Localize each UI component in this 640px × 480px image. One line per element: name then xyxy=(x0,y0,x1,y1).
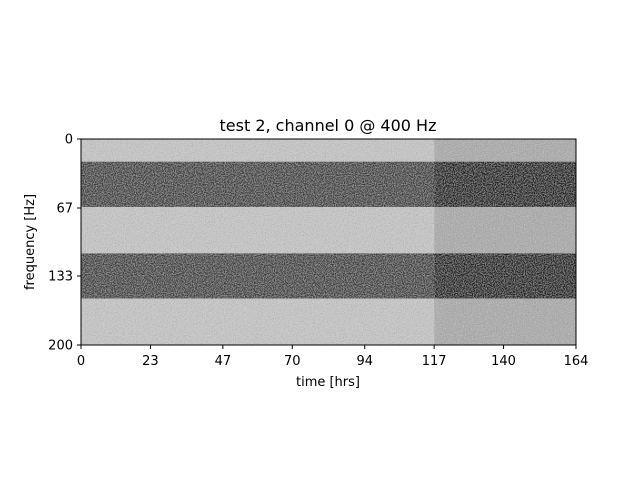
y-axis: 0 67 133 200 xyxy=(48,133,81,354)
x-tick-label: 47 xyxy=(215,354,232,369)
plot-frame xyxy=(80,138,577,346)
chart-title: test 2, channel 0 @ 400 Hz xyxy=(220,116,437,135)
y-tick-label: 200 xyxy=(48,339,73,354)
x-tick-label: 23 xyxy=(142,354,159,369)
y-axis-label: frequency [Hz] xyxy=(23,194,38,290)
x-tick-label: 94 xyxy=(356,354,373,369)
x-axis-label: time [hrs] xyxy=(296,375,360,390)
x-tick-label: 164 xyxy=(564,354,589,369)
y-tick-label: 67 xyxy=(56,202,73,217)
noise-overlay-light xyxy=(81,139,576,345)
x-tick-label: 0 xyxy=(77,354,85,369)
x-tick-label: 70 xyxy=(284,354,301,369)
y-tick-label: 0 xyxy=(65,133,73,148)
noise-texture xyxy=(81,139,576,345)
x-tick-label: 140 xyxy=(491,354,516,369)
y-tick-label: 133 xyxy=(48,269,73,284)
x-axis: 0 23 47 70 94 117 140 164 xyxy=(77,345,589,369)
x-tick-label: 117 xyxy=(422,354,447,369)
